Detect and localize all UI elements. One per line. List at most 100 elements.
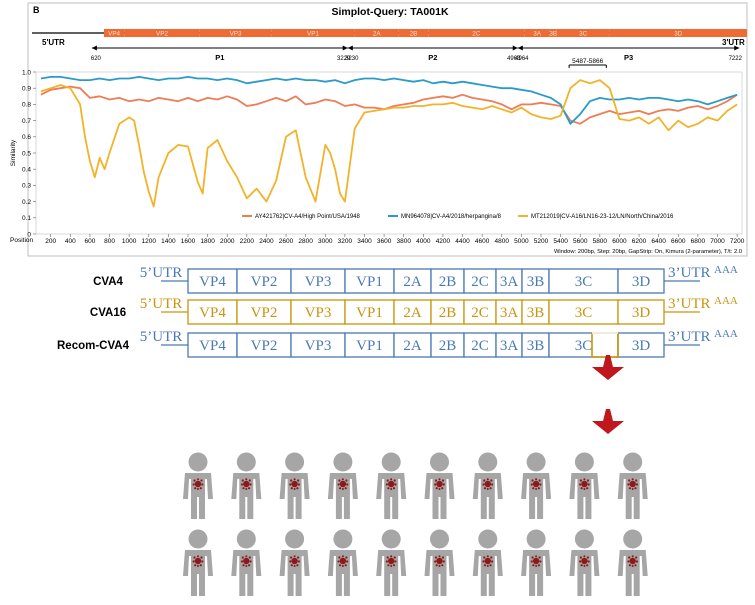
gene-box-label: 2B (439, 338, 457, 354)
x-tick-label: 4000 (416, 238, 431, 245)
y-tick-label: 0.5 (22, 150, 31, 157)
annotation-label: 5487-5866 (572, 58, 603, 65)
genome-row-cva4: CVA4 5’UTR 3’UTR AAA VP4 VP2 VP3 VP1 2A 2B 2C 3A 3B 3… (93, 264, 738, 294)
gene-segment-label: VP3 (230, 31, 242, 38)
genome-row-name: CVA4 (93, 276, 123, 288)
gene-segment (103, 29, 125, 37)
gene-box (521, 299, 550, 325)
gene-box (548, 268, 619, 294)
infected-person-icon (521, 452, 552, 519)
gene-segment (609, 29, 747, 37)
gene-box (548, 332, 619, 358)
gene-segment-label: 3D (674, 31, 683, 38)
gene-box (617, 299, 665, 325)
gene-box-label: 2C (471, 338, 489, 354)
polya-text: AAA (714, 295, 738, 307)
gene-box-label: VP4 (199, 305, 226, 321)
y-tick-label: 0.3 (22, 183, 31, 190)
region-start-label: 3230 (345, 56, 359, 62)
gene-box-label: 3A (500, 274, 519, 290)
x-tick-label: 400 (65, 238, 76, 245)
gene-box-label: VP2 (251, 305, 278, 321)
gene-box (463, 268, 497, 294)
gene-box-label: 2C (471, 305, 489, 321)
y-tick-label: 0.8 (22, 102, 31, 109)
series-line-3 (40, 79, 738, 208)
gene-box-label: VP4 (199, 338, 226, 354)
x-tick-label: 2200 (240, 238, 255, 245)
gene-segment (199, 29, 272, 37)
y-tick-label: 1.0 (22, 69, 31, 76)
x-tick-label: 3000 (318, 238, 333, 245)
gene-box-label: 3D (632, 274, 651, 290)
gene-box (290, 299, 346, 325)
gene-segment (549, 29, 557, 37)
gene-box (236, 299, 292, 325)
legend-entry-3: MT212019|CV-A16/LN16-23-12/LN/North/Chin… (531, 214, 674, 220)
gene-box (236, 268, 292, 294)
utr3-label: 3'UTR (722, 38, 745, 47)
infected-person-icon (279, 452, 310, 519)
gene-segment-label: 3B (549, 31, 557, 38)
y-tick-label: 0.7 (22, 118, 31, 125)
y-tick-label: 0.9 (22, 86, 31, 93)
gene-box-label: 2C (471, 274, 489, 290)
infected-population (183, 452, 648, 596)
gene-box (495, 268, 523, 294)
gene-box-label: 2A (403, 338, 422, 354)
region-start-label: 4964 (515, 56, 529, 62)
infected-person-icon (376, 529, 407, 596)
chart-footer-note: Window: 200bp, Step: 20bp, GapStrip: On,… (554, 249, 742, 255)
gene-box (187, 268, 238, 294)
infected-person-icon (569, 529, 600, 596)
infected-person-icon (521, 529, 552, 596)
region-end-label: 4963 (507, 56, 521, 62)
region-arrowhead-right (512, 45, 518, 51)
gene-box-label: VP4 (199, 274, 226, 290)
region-start-label: 620 (91, 56, 102, 62)
gene-segment-label: 3C (579, 31, 588, 38)
infected-person-icon (569, 452, 600, 519)
utr5-label: 5'UTR (42, 38, 65, 47)
gene-box-label: 2A (403, 305, 422, 321)
series-line-1 (40, 85, 738, 125)
x-tick-label: 6200 (632, 238, 647, 245)
gene-box (617, 268, 665, 294)
x-tick-label: 1800 (200, 238, 215, 245)
infected-person-icon (183, 529, 213, 596)
region-label: P3 (624, 53, 633, 62)
gene-box-label: 3D (632, 305, 651, 321)
y-tick-label: 0 (27, 231, 31, 238)
gene-box-label: VP3 (305, 305, 332, 321)
x-tick-label: 2600 (279, 238, 294, 245)
gene-box-label: 3C (575, 338, 593, 354)
x-tick-label: 7000 (710, 238, 725, 245)
y-tick-label: 0.6 (22, 134, 31, 141)
x-tick-label: 5800 (593, 238, 608, 245)
arrow-to-recombinant-icon (592, 355, 624, 380)
gene-box (430, 268, 465, 294)
infected-person-icon (231, 529, 262, 596)
region-arrowhead-right (342, 45, 348, 51)
gene-segment (124, 29, 200, 37)
gene-box-label: VP3 (305, 338, 332, 354)
region-end-label: 3229 (337, 56, 351, 62)
infected-person-icon (327, 529, 358, 596)
x-tick-label: 7200 (730, 238, 745, 245)
gene-box (344, 268, 395, 294)
gene-segment (524, 29, 550, 37)
gene-segment-label: VP4 (108, 31, 120, 38)
recombination-arrow (592, 355, 624, 380)
y-tick-label: 0.4 (22, 167, 31, 174)
gene-segment (271, 29, 355, 37)
gene-box-label: 3C (575, 305, 593, 321)
utr3-text: 3’UTR (668, 329, 711, 345)
genome-map: 5'UTR 3'UTR VP4 VP2 VP3 VP1 2A 2B 2C 3A 3B 3C 3D P… (32, 29, 747, 62)
region-label: P1 (215, 53, 224, 62)
genome-row-name: CVA16 (90, 307, 126, 319)
region-arrowhead-right (734, 45, 740, 51)
x-tick-label: 6400 (651, 238, 666, 245)
